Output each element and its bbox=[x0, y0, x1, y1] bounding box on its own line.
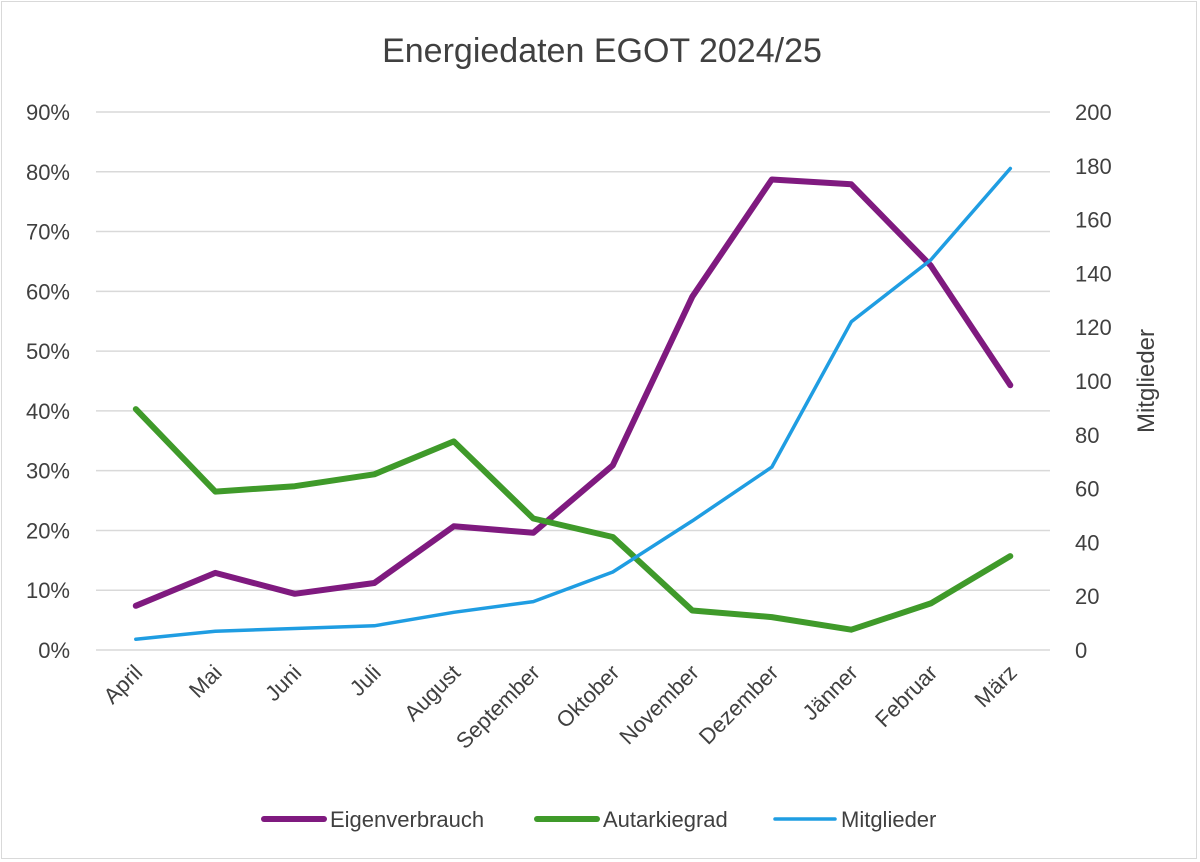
x-tick-label: Jänner bbox=[798, 660, 863, 725]
x-tick-label: September bbox=[451, 660, 545, 754]
series-line-eigenverbrauch bbox=[132, 176, 1014, 609]
left-tick-label: 90% bbox=[26, 100, 70, 125]
left-tick-label: 80% bbox=[26, 160, 70, 185]
left-tick-label: 10% bbox=[26, 578, 70, 603]
legend: Eigenverbrauch Autarkiegrad Mitglieder bbox=[261, 807, 936, 832]
left-tick-label: 60% bbox=[26, 279, 70, 304]
chart-title: Energiedaten EGOT 2024/25 bbox=[382, 32, 822, 70]
right-tick-label: 40 bbox=[1075, 530, 1099, 555]
series-lines bbox=[132, 166, 1014, 641]
gridlines bbox=[96, 111, 1050, 651]
right-tick-label: 100 bbox=[1075, 369, 1112, 394]
x-tick-label: Juni bbox=[260, 660, 306, 706]
right-tick-label: 200 bbox=[1075, 100, 1112, 125]
right-tick-label: 0 bbox=[1075, 638, 1087, 663]
x-tick-label: Oktober bbox=[551, 660, 624, 733]
left-tick-label: 40% bbox=[26, 399, 70, 424]
right-tick-label: 160 bbox=[1075, 208, 1112, 233]
series-line-mitglieder bbox=[134, 166, 1013, 641]
right-tick-label: 140 bbox=[1075, 261, 1112, 286]
x-tick-label: Februar bbox=[870, 660, 942, 732]
right-axis-ticks: 0 20 40 60 80 100 120 140 160 180 200 bbox=[1075, 100, 1112, 663]
x-tick-label: November bbox=[614, 660, 703, 749]
x-tick-label: April bbox=[98, 660, 147, 709]
x-tick-label: Mai bbox=[184, 660, 227, 703]
left-tick-label: 50% bbox=[26, 339, 70, 364]
x-tick-label: Juli bbox=[345, 660, 386, 701]
x-tick-label: März bbox=[970, 660, 1022, 712]
left-tick-label: 20% bbox=[26, 518, 70, 543]
legend-label: Eigenverbrauch bbox=[330, 807, 484, 832]
legend-label: Mitglieder bbox=[841, 807, 936, 832]
x-tick-label: August bbox=[399, 660, 465, 726]
right-tick-label: 80 bbox=[1075, 423, 1099, 448]
left-tick-label: 70% bbox=[26, 220, 70, 245]
right-tick-label: 60 bbox=[1075, 477, 1099, 502]
right-tick-label: 120 bbox=[1075, 315, 1112, 340]
right-tick-label: 20 bbox=[1075, 584, 1099, 609]
left-tick-label: 30% bbox=[26, 459, 70, 484]
x-tick-label: Dezember bbox=[694, 660, 783, 749]
left-tick-label: 0% bbox=[38, 638, 70, 663]
right-axis-label: Mitglieder bbox=[1133, 329, 1160, 433]
legend-label: Autarkiegrad bbox=[603, 807, 728, 832]
left-axis-ticks: 0% 10% 20% 30% 40% 50% 60% 70% 80% 90% bbox=[26, 100, 70, 663]
right-tick-label: 180 bbox=[1075, 154, 1112, 179]
series-line-autarkiegrad bbox=[132, 406, 1014, 633]
